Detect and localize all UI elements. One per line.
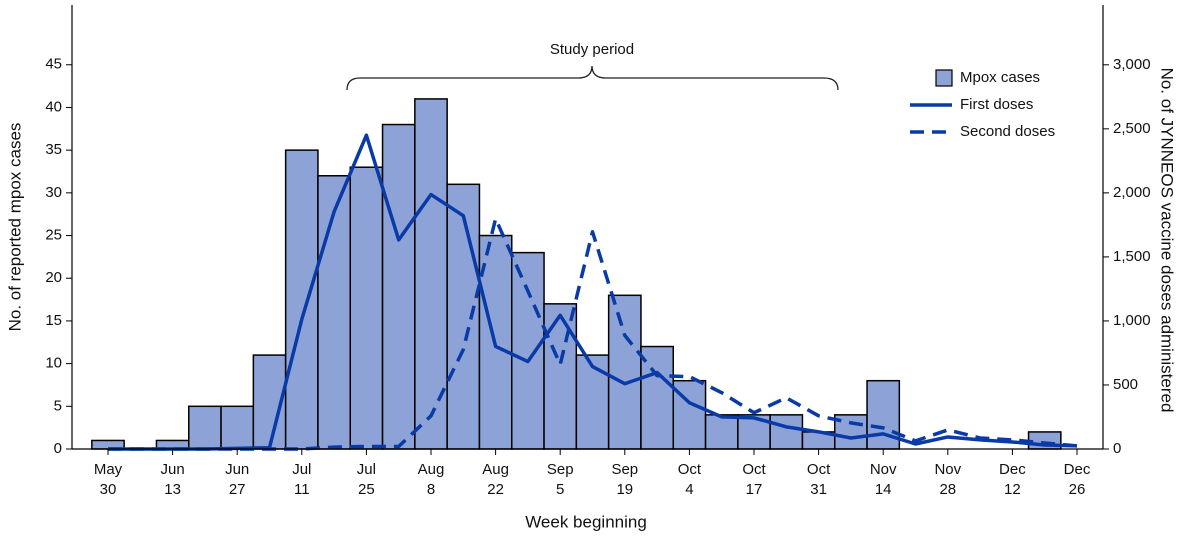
y-tick-label: 0 [54, 440, 62, 457]
y-tick-label: 35 [45, 141, 62, 158]
x-tick-label: Sep 19 [611, 461, 638, 498]
x-tick-label: Jul 25 [357, 461, 376, 498]
y-tick-label: 5 [54, 397, 62, 414]
x-tick-label: Dec 26 [1064, 461, 1091, 498]
x-tick-label: Oct 4 [678, 461, 702, 498]
x-tick-label: Nov 28 [934, 461, 961, 498]
legend-swatch [935, 69, 953, 87]
study-period-brace [346, 65, 839, 91]
y2-tick-label: 2,500 [1113, 120, 1151, 137]
y2-tick-label: 2,000 [1113, 184, 1151, 201]
y2-tick-label: 0 [1113, 440, 1121, 457]
annotation: Study period [550, 41, 634, 58]
bar [511, 251, 545, 450]
y2-tick-label: 3,000 [1113, 56, 1151, 73]
x-tick-label: Nov 14 [870, 461, 897, 498]
x-tick-label: Jul 11 [292, 461, 311, 498]
x-tick-label: Oct 31 [807, 461, 831, 498]
x-tick-label: Jun 13 [161, 461, 185, 498]
bar [543, 303, 578, 450]
y-axis-title: No. of reported mpox cases [5, 123, 24, 332]
bar [704, 414, 739, 450]
x-tick-label: Dec 12 [999, 461, 1026, 498]
bar [575, 354, 610, 450]
bar [349, 166, 384, 450]
bar [220, 405, 255, 450]
y-tick-label: 45 [45, 56, 62, 73]
legend-label: Mpox cases [960, 69, 1040, 86]
y2-tick-label: 1,500 [1113, 248, 1151, 265]
y2-tick-label: 500 [1113, 376, 1138, 393]
y2-tick-label: 1,000 [1113, 312, 1151, 329]
y2-axis-title: No. of JYNNEOS vaccine doses administere… [1158, 68, 1177, 413]
bar [188, 405, 222, 450]
y-tick-label: 25 [45, 227, 62, 244]
x-axis-title: Week beginning [525, 512, 647, 531]
y-tick-label: 40 [45, 98, 62, 115]
x-tick-label: Aug 22 [482, 461, 509, 498]
x-tick-label: May 30 [94, 461, 123, 498]
legend-label: First doses [960, 96, 1033, 113]
x-tick-label: Oct 17 [742, 461, 766, 498]
legend-label: Second doses [960, 123, 1055, 140]
bar [446, 183, 481, 450]
x-tick-label: Sep 5 [547, 461, 574, 498]
x-tick-label: Aug 8 [418, 461, 445, 498]
y-tick-label: 20 [45, 269, 62, 286]
y-tick-label: 30 [45, 184, 62, 201]
bar [607, 294, 642, 450]
x-tick-label: Jun 27 [225, 461, 249, 498]
y-tick-label: 10 [45, 355, 62, 372]
y-tick-label: 15 [45, 312, 62, 329]
bar [640, 345, 675, 450]
bar [381, 123, 416, 450]
bar [284, 149, 319, 450]
bar [769, 414, 804, 450]
bar [866, 379, 901, 450]
